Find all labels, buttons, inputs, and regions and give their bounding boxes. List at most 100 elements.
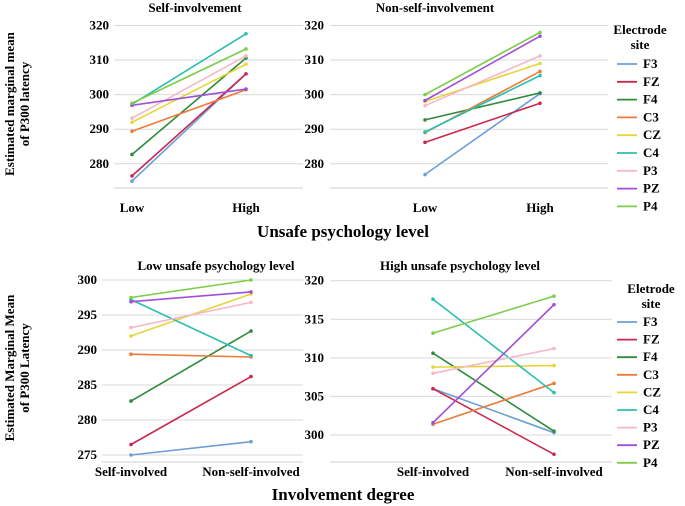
chart-panel-3: 275 280 285 290 295 300 Self-involved Non-self-… xyxy=(2,258,303,479)
x-tick-label: Non-self-involved xyxy=(505,464,603,479)
series-line-fz xyxy=(432,388,555,455)
series-line-f4 xyxy=(424,92,541,121)
data-point-p3 xyxy=(538,54,542,58)
series-line-p3 xyxy=(130,301,252,329)
series-line-c4 xyxy=(130,298,252,357)
x-tick-label: Low xyxy=(413,200,438,215)
data-point-p3 xyxy=(552,346,556,351)
series-line-f3 xyxy=(424,92,541,176)
y-tick-label: 305 xyxy=(305,388,325,403)
x-tick-label: Non-self-involved xyxy=(202,464,300,479)
data-point-pz xyxy=(244,87,248,91)
y-tick-label: 300 xyxy=(78,272,98,287)
chart-title: Self-involvement xyxy=(148,0,242,15)
legend-label-f4: F4 xyxy=(643,349,658,364)
data-point-cz xyxy=(130,120,134,125)
data-point-c3 xyxy=(129,352,133,357)
y-axis-label: Estimated Marginal Mean xyxy=(2,294,17,441)
data-point-f4 xyxy=(431,351,435,356)
data-point-p4 xyxy=(129,295,133,300)
legend-label-fz: FZ xyxy=(643,332,660,347)
x-tick-label: High xyxy=(232,200,260,215)
data-point-c3 xyxy=(552,381,556,386)
data-point-cz xyxy=(538,61,542,66)
data-point-fz xyxy=(423,140,427,145)
y-tick-label: 310 xyxy=(305,350,325,365)
legend-label-f3: F3 xyxy=(643,56,658,71)
row1-x-axis-label: Unsafe psychology level xyxy=(257,222,429,241)
y-axis-label: of P300 Latency xyxy=(17,323,32,413)
x-tick-label: Self-involved xyxy=(95,464,168,479)
data-point-p3 xyxy=(129,325,133,330)
series-line-c4 xyxy=(424,74,541,133)
series-line-pz xyxy=(432,304,555,424)
legend-label-p4: P4 xyxy=(643,455,658,470)
data-point-f3 xyxy=(423,172,427,177)
series-line-pz xyxy=(130,291,252,303)
data-point-p3 xyxy=(423,103,427,108)
chart-title: Non-self-involvement xyxy=(376,0,495,15)
series-line-p3 xyxy=(131,55,247,119)
series-line-p4 xyxy=(424,31,541,96)
y-tick-label: 300 xyxy=(305,427,325,442)
data-point-p4 xyxy=(130,101,134,106)
data-point-p3 xyxy=(249,300,253,305)
y-tick-label: 280 xyxy=(305,156,325,171)
legend-label-pz: PZ xyxy=(643,181,660,196)
data-point-cz xyxy=(431,365,435,369)
data-point-cz xyxy=(244,62,248,66)
legend-label-f4: F4 xyxy=(643,92,658,107)
legend-title: site xyxy=(642,296,661,311)
data-point-p4 xyxy=(244,47,248,51)
x-tick-label: Self-involved xyxy=(397,464,470,479)
legend-label-c3: C3 xyxy=(643,109,659,124)
data-point-fz xyxy=(538,101,542,106)
y-tick-label: 290 xyxy=(90,121,110,136)
data-point-f4 xyxy=(423,118,427,122)
legend-label-cz: CZ xyxy=(643,384,661,399)
data-point-f3 xyxy=(130,179,134,183)
data-point-c4 xyxy=(431,297,435,302)
legend-label-pz: PZ xyxy=(643,437,660,452)
series-line-f4 xyxy=(432,352,555,432)
data-point-f4 xyxy=(538,91,542,95)
y-tick-label: 310 xyxy=(305,52,325,67)
y-tick-label: 300 xyxy=(305,87,325,102)
y-tick-label: 290 xyxy=(78,342,98,357)
series-line-f3 xyxy=(130,440,252,456)
series-line-p3 xyxy=(424,55,541,107)
data-point-pz xyxy=(249,290,253,294)
legend-label-c4: C4 xyxy=(643,402,659,417)
data-point-p4 xyxy=(552,294,556,298)
series-line-c3 xyxy=(432,382,555,425)
series-line-p4 xyxy=(130,279,252,299)
data-point-pz xyxy=(431,420,435,425)
chart-panel-2: 280 290 300 310 320 Low High Non-self-involveme… xyxy=(305,0,667,215)
data-point-cz xyxy=(129,334,133,338)
series-line-f4 xyxy=(130,330,252,402)
data-point-fz xyxy=(431,386,435,391)
y-tick-label: 275 xyxy=(78,447,98,462)
data-point-f4 xyxy=(130,152,134,157)
legend-title: site xyxy=(631,37,650,52)
data-point-c4 xyxy=(249,353,253,358)
y-tick-label: 310 xyxy=(90,52,110,67)
data-point-c3 xyxy=(130,129,134,134)
data-point-fz xyxy=(249,374,253,379)
legend-label-cz: CZ xyxy=(643,127,661,142)
row2-x-axis-label: Involvement degree xyxy=(272,485,415,504)
series-line-cz xyxy=(432,364,555,368)
data-point-p4 xyxy=(249,278,253,282)
data-point-c3 xyxy=(538,69,542,74)
data-point-pz xyxy=(552,302,556,307)
y-tick-label: 320 xyxy=(305,273,325,288)
data-point-p4 xyxy=(423,92,427,97)
data-point-fz xyxy=(552,452,556,457)
legend-label-c4: C4 xyxy=(643,145,659,160)
data-point-pz xyxy=(423,98,427,103)
data-point-pz xyxy=(129,299,133,304)
legend-label-f3: F3 xyxy=(643,314,658,329)
y-tick-label: 320 xyxy=(305,17,325,32)
